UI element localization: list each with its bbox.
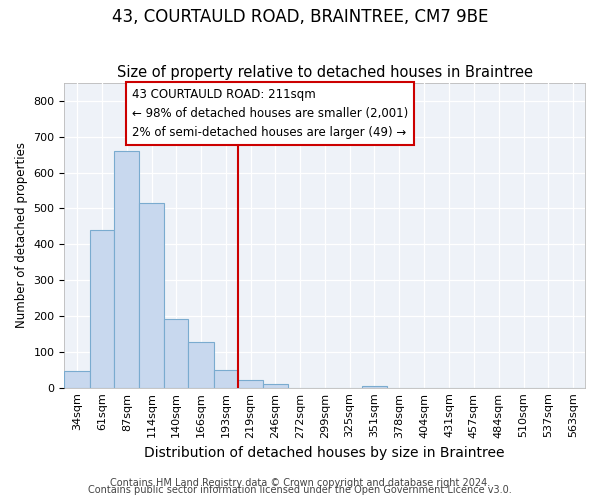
Text: 43 COURTAULD ROAD: 211sqm
← 98% of detached houses are smaller (2,001)
2% of sem: 43 COURTAULD ROAD: 211sqm ← 98% of detac…: [132, 88, 409, 138]
Bar: [188, 342, 214, 388]
Bar: [214, 370, 238, 388]
Y-axis label: Number of detached properties: Number of detached properties: [15, 142, 28, 328]
Bar: [114, 151, 139, 388]
X-axis label: Distribution of detached houses by size in Braintree: Distribution of detached houses by size …: [145, 446, 505, 460]
Bar: [263, 384, 287, 388]
Bar: [362, 386, 387, 388]
Text: Contains HM Land Registry data © Crown copyright and database right 2024.: Contains HM Land Registry data © Crown c…: [110, 478, 490, 488]
Bar: [164, 319, 188, 388]
Bar: [64, 371, 90, 388]
Bar: [90, 230, 114, 388]
Bar: [139, 203, 164, 388]
Title: Size of property relative to detached houses in Braintree: Size of property relative to detached ho…: [117, 66, 533, 80]
Text: 43, COURTAULD ROAD, BRAINTREE, CM7 9BE: 43, COURTAULD ROAD, BRAINTREE, CM7 9BE: [112, 8, 488, 26]
Text: Contains public sector information licensed under the Open Government Licence v3: Contains public sector information licen…: [88, 485, 512, 495]
Bar: [238, 380, 263, 388]
